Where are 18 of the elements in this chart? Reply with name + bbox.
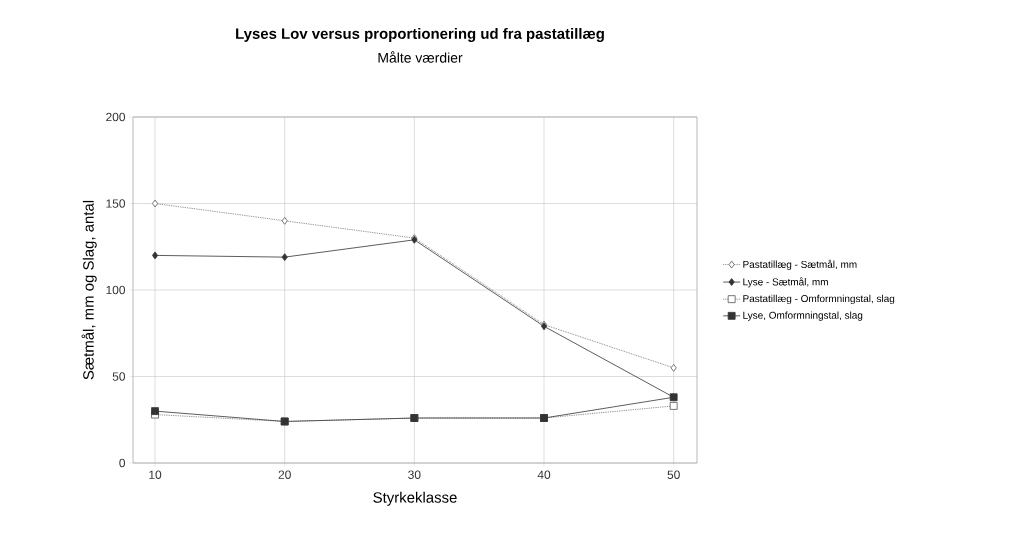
x-axis-title: Styrkeklasse bbox=[373, 491, 457, 506]
x-tick-label: 10 bbox=[149, 470, 162, 479]
y-tick-label: 50 bbox=[112, 372, 126, 381]
legend-label: Lyse, Omformningstal, slag bbox=[743, 311, 863, 321]
legend-label: Pastatillæg - Sætmål, mm bbox=[743, 259, 857, 270]
x-tick-label: 30 bbox=[408, 470, 421, 479]
legend-label: Lyse - Sætmål, mm bbox=[743, 277, 828, 288]
y-axis-title: Sætmål, mm og Slag, antal bbox=[81, 200, 97, 380]
legend-label: Pastatillæg - Omformningstal, slag bbox=[743, 294, 895, 305]
chart-subtitle: Målte værdier bbox=[378, 51, 463, 63]
y-tick-label: 100 bbox=[106, 285, 126, 295]
y-tick-label: 200 bbox=[106, 112, 126, 122]
x-tick-label: 40 bbox=[537, 470, 551, 479]
y-tick-label: 150 bbox=[106, 199, 126, 208]
x-tick-label: 20 bbox=[278, 470, 291, 479]
chart-title: Lyses Lov versus proportionering ud fra pastatillæg bbox=[236, 28, 604, 42]
x-tick-label: 50 bbox=[667, 470, 680, 479]
y-tick-label: 0 bbox=[119, 458, 126, 468]
